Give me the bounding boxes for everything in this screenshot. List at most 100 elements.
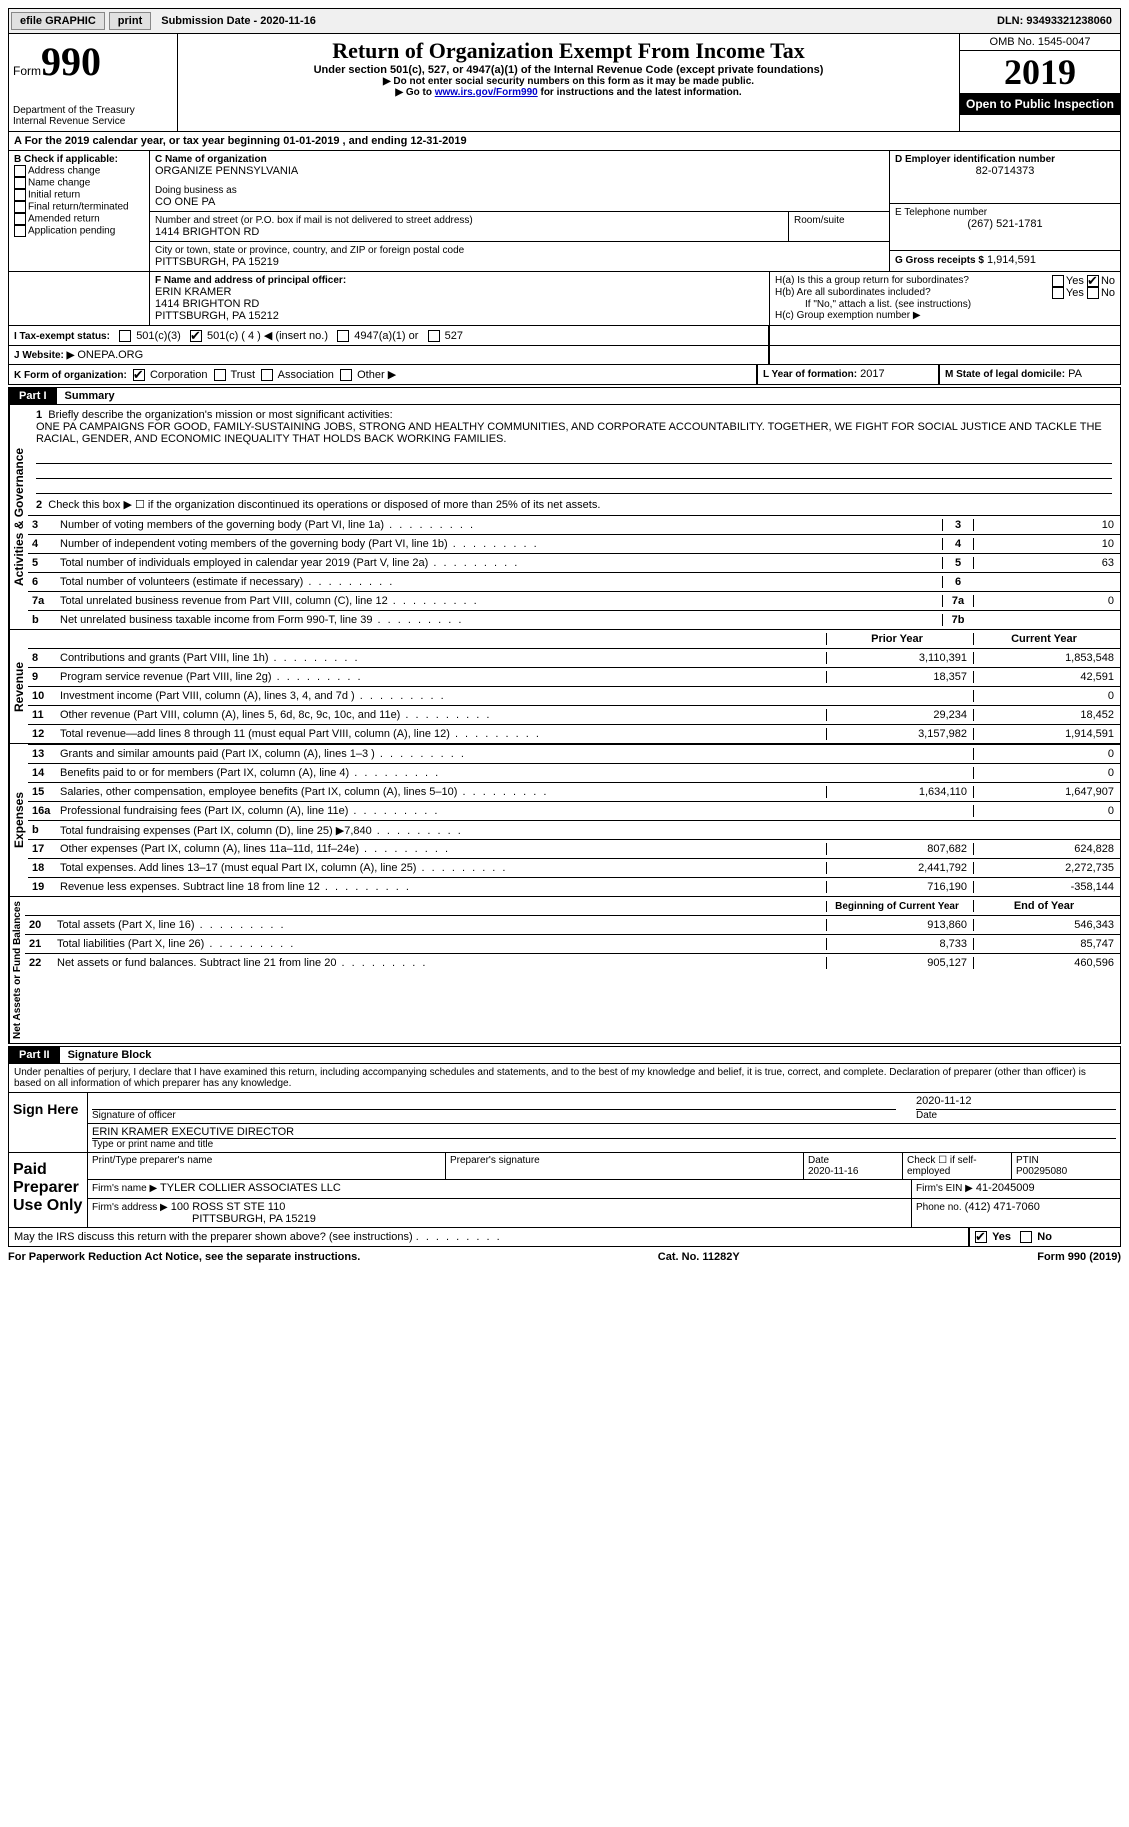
line-j-right: [769, 346, 1120, 364]
cb-trust[interactable]: [214, 369, 226, 381]
i-c: 501(c) ( 4 ) ◀ (insert no.): [207, 330, 328, 342]
type-name-lbl: Type or print name and title: [92, 1139, 1116, 1150]
ptin: P00295080: [1016, 1166, 1067, 1177]
rev-line-11: 11Other revenue (Part VIII, column (A), …: [28, 705, 1120, 724]
paid-preparer-block: Paid Preparer Use Only Print/Type prepar…: [8, 1153, 1121, 1228]
discuss-row: May the IRS discuss this return with the…: [8, 1228, 1121, 1247]
hb-no[interactable]: [1087, 287, 1099, 299]
ag-line-7a: 7aTotal unrelated business revenue from …: [28, 591, 1120, 610]
note-link: ▶ Go to www.irs.gov/Form990 for instruct…: [182, 87, 955, 98]
phone-lbl: Phone no.: [916, 1202, 962, 1213]
cb-pending[interactable]: [14, 225, 26, 237]
rev-line-9: 9Program service revenue (Part VIII, lin…: [28, 667, 1120, 686]
cb-address-change[interactable]: [14, 165, 26, 177]
ptin-lbl: PTIN: [1016, 1155, 1039, 1166]
col-deg: D Employer identification number 82-0714…: [890, 151, 1120, 271]
top-bar: efile GRAPHIC print Submission Date - 20…: [8, 8, 1121, 34]
discuss-yes[interactable]: [975, 1231, 987, 1243]
k-assoc: Association: [278, 369, 334, 381]
form-subtitle: Under section 501(c), 527, or 4947(a)(1)…: [182, 64, 955, 76]
rev-line-8: 8Contributions and grants (Part VIII, li…: [28, 648, 1120, 667]
discuss-no[interactable]: [1020, 1231, 1032, 1243]
sec-activities: Activities & Governance 1 Briefly descri…: [8, 405, 1121, 630]
cb-final[interactable]: [14, 201, 26, 213]
vlabel-na: Net Assets or Fund Balances: [9, 897, 25, 1043]
part2-title: Signature Block: [60, 1047, 160, 1063]
cb-4947[interactable]: [337, 330, 349, 342]
no-lbl: No: [1037, 1231, 1052, 1243]
submission-date: Submission Date - 2020-11-16: [153, 15, 324, 27]
ha-no[interactable]: [1087, 275, 1099, 287]
sec-expenses: Expenses 13Grants and similar amounts pa…: [8, 744, 1121, 897]
cb-initial[interactable]: [14, 189, 26, 201]
exp-line-18: 18Total expenses. Add lines 13–17 (must …: [28, 858, 1120, 877]
c-name-lbl: C Name of organization: [155, 154, 884, 165]
footer-left: For Paperwork Reduction Act Notice, see …: [8, 1251, 360, 1263]
rev-line-10: 10Investment income (Part VIII, column (…: [28, 686, 1120, 705]
entity-block: B Check if applicable: Address change Na…: [8, 151, 1121, 272]
note2-post: for instructions and the latest informat…: [538, 87, 742, 98]
exp-line-17: 17Other expenses (Part IX, column (A), l…: [28, 839, 1120, 858]
dln: DLN: 93493321238060: [989, 15, 1120, 27]
header-left: Form990 Department of the Treasury Inter…: [9, 34, 178, 131]
hc-lbl: H(c) Group exemption number ▶: [775, 310, 1115, 321]
firm-addr: 100 ROSS ST STE 110: [171, 1201, 286, 1213]
line-a: A For the 2019 calendar year, or tax yea…: [8, 132, 1121, 151]
exp-line-14: 14Benefits paid to or for members (Part …: [28, 763, 1120, 782]
part2-header: Part II Signature Block: [8, 1046, 1121, 1064]
irs-link[interactable]: www.irs.gov/Form990: [435, 87, 538, 98]
cb-other[interactable]: [340, 369, 352, 381]
addr: 1414 BRIGHTON RD: [155, 226, 783, 238]
mission-blank1: [36, 449, 1112, 464]
k-corp: Corporation: [150, 369, 207, 381]
col-c: C Name of organization ORGANIZE PENNSYLV…: [150, 151, 890, 271]
b-item-4: Amended return: [28, 214, 100, 225]
ha-yes[interactable]: [1052, 275, 1064, 287]
form-word: Form: [13, 64, 41, 78]
hdr-curr: Current Year: [973, 633, 1120, 645]
ein: 82-0714373: [895, 165, 1115, 177]
note2-pre: ▶ Go to: [395, 87, 434, 98]
form-header: Form990 Department of the Treasury Inter…: [8, 34, 1121, 132]
part1-title: Summary: [57, 388, 123, 404]
city-lbl: City or town, state or province, country…: [155, 245, 884, 256]
sig-date-lbl: Date: [916, 1110, 1116, 1121]
officer-addr1: 1414 BRIGHTON RD: [155, 298, 764, 310]
cb-amended[interactable]: [14, 213, 26, 225]
dba: CO ONE PA: [155, 196, 884, 208]
form-title: Return of Organization Exempt From Incom…: [182, 38, 955, 64]
org-name: ORGANIZE PENNSYLVANIA: [155, 165, 884, 177]
prep-date-lbl: Date: [808, 1155, 829, 1166]
prep-date: 2020-11-16: [808, 1166, 858, 1177]
tax-year: 2019: [960, 51, 1120, 93]
sec-revenue: Revenue Prior Year Current Year 8Contrib…: [8, 630, 1121, 744]
sig-date-val: 2020-11-12: [916, 1095, 1116, 1110]
na-hdr-prior: Beginning of Current Year: [826, 901, 973, 912]
b-item-2: Initial return: [28, 190, 80, 201]
cb-corp[interactable]: [133, 369, 145, 381]
mission-blank3: [36, 479, 1112, 494]
officer-name: ERIN KRAMER: [155, 286, 764, 298]
exp-line-19: 19Revenue less expenses. Subtract line 1…: [28, 877, 1120, 896]
vlabel-ag: Activities & Governance: [9, 405, 28, 629]
cb-name-change[interactable]: [14, 177, 26, 189]
fh-block: F Name and address of principal officer:…: [8, 272, 1121, 326]
part1-header: Part I Summary: [8, 387, 1121, 405]
header-right: OMB No. 1545-0047 2019 Open to Public In…: [959, 34, 1120, 131]
firm-ein: 41-2045009: [976, 1182, 1035, 1194]
cb-501c[interactable]: [190, 330, 202, 342]
cb-assoc[interactable]: [261, 369, 273, 381]
col-b: B Check if applicable: Address change Na…: [9, 151, 150, 271]
hb-yes[interactable]: [1052, 287, 1064, 299]
mission-text: ONE PA CAMPAIGNS FOR GOOD, FAMILY-SUSTAI…: [36, 421, 1102, 445]
cb-527[interactable]: [428, 330, 440, 342]
year-formation: 2017: [860, 368, 884, 380]
l-lbl: L Year of formation:: [763, 369, 857, 380]
line-klm: K Form of organization: Corporation Trus…: [8, 365, 1121, 385]
cb-501c3[interactable]: [119, 330, 131, 342]
firm-ein-lbl: Firm's EIN ▶: [916, 1183, 973, 1194]
yes-lbl: Yes: [992, 1231, 1011, 1243]
col-h: H(a) Is this a group return for subordin…: [770, 272, 1120, 325]
print-button[interactable]: print: [109, 12, 151, 30]
fh-spacer: [9, 272, 150, 325]
